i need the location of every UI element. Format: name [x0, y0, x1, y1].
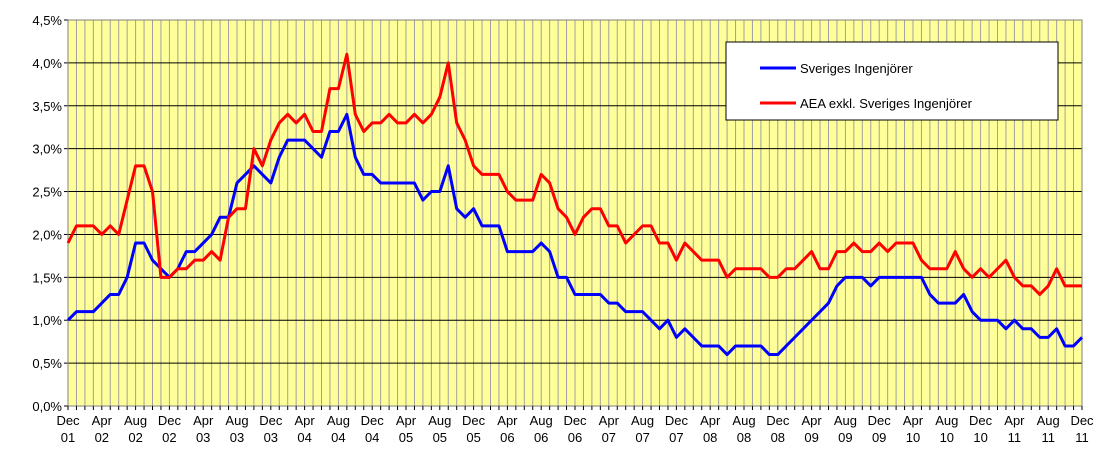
y-tick-label: 3,0%: [32, 142, 62, 157]
y-tick-label: 0,5%: [32, 356, 62, 371]
series-line: [66, 52, 1082, 296]
x-tick-label: Apr 04: [294, 413, 315, 445]
x-tick-label: Apr 11: [1004, 413, 1025, 445]
x-tick-label: Apr 05: [396, 413, 417, 445]
x-tick-label: Apr 08: [700, 413, 721, 445]
series-line: [66, 112, 1084, 357]
x-tick-label: Dec 08: [766, 413, 790, 445]
legend-box: [725, 41, 1059, 121]
y-tick-label: 1,0%: [32, 313, 62, 328]
y-tick-label: 3,5%: [32, 99, 62, 114]
x-tick-label: Dec 05: [462, 413, 486, 445]
x-tick-label: Aug 04: [327, 413, 350, 445]
legend-label: AEA exkl. Sveriges Ingenjörer: [800, 96, 973, 111]
x-tick-label: Aug 02: [124, 413, 147, 445]
y-tick-label: 4,5%: [32, 13, 62, 28]
x-tick-label: Dec 11: [1070, 413, 1094, 445]
x-tick-label: Aug 09: [834, 413, 857, 445]
y-tick-label: 0,0%: [32, 399, 62, 414]
x-tick-label: Dec 09: [868, 413, 892, 445]
legend-label: Sveriges Ingenjörer: [800, 61, 913, 76]
x-tick-label: Dec 04: [361, 413, 385, 445]
y-tick-label: 4,0%: [32, 56, 62, 71]
x-tick-label: Dec 06: [563, 413, 587, 445]
y-tick-label: 1,5%: [32, 270, 62, 285]
x-tick-label: Apr 02: [92, 413, 113, 445]
x-tick-label: Apr 09: [801, 413, 822, 445]
x-tick-label: Aug 07: [631, 413, 654, 445]
x-tick-label: Dec 07: [665, 413, 689, 445]
y-tick-label: 2,0%: [32, 227, 62, 242]
x-tick-label: Apr 06: [497, 413, 518, 445]
x-tick-label: Aug 05: [428, 413, 451, 445]
x-tick-label: Dec 02: [158, 413, 182, 445]
y-tick-label: 2,5%: [32, 185, 62, 200]
x-tick-label: Apr 07: [599, 413, 620, 445]
x-tick-label: Dec 10: [969, 413, 993, 445]
x-tick-label: Aug 03: [225, 413, 248, 445]
x-tick-label: Apr 10: [903, 413, 924, 445]
x-tick-label: Aug 06: [530, 413, 553, 445]
x-tick-label: Aug 08: [732, 413, 755, 445]
x-tick-label: Dec 03: [259, 413, 283, 445]
x-tick-label: Dec 01: [56, 413, 80, 445]
x-tick-label: Aug 11: [1037, 413, 1060, 445]
x-tick-label: Aug 10: [935, 413, 958, 445]
x-tick-label: Apr 03: [193, 413, 214, 445]
